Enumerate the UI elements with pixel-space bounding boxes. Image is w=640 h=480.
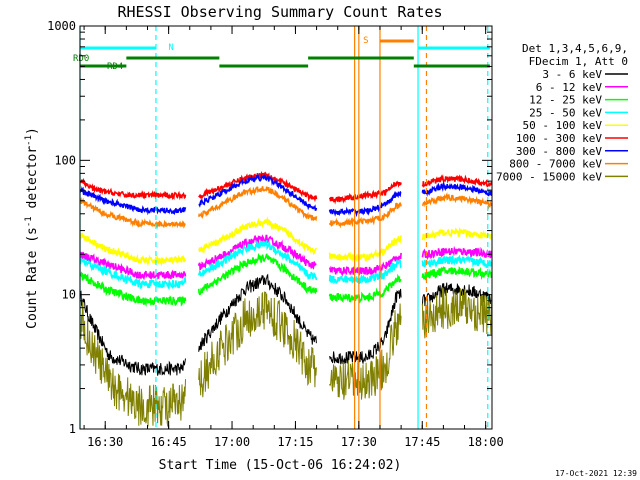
flag-label-s: S <box>363 36 368 46</box>
legend-label-3: 25 - 50 keV <box>529 106 602 119</box>
legend-label-4: 50 - 100 keV <box>523 119 603 132</box>
y-tick-label-2: 100 <box>54 153 76 167</box>
series-line-8 <box>80 287 492 427</box>
x-tick-label-0: 16:30 <box>87 435 123 449</box>
series-line-6 <box>80 173 492 218</box>
legend-header-1: FDecim 1, Att 0 <box>529 55 628 68</box>
plot-frame <box>79 25 493 430</box>
x-tick-label-5: 17:45 <box>404 435 440 449</box>
y-tick-label-0: 1 <box>69 422 76 436</box>
series-line-0 <box>80 273 492 376</box>
flag-label-rd4: RD4 <box>107 62 123 72</box>
series-line-7 <box>80 186 492 230</box>
legend-label-0: 3 - 6 keV <box>542 68 602 81</box>
y-axis-label: Count Rate (s-1 detector-1) <box>24 127 40 329</box>
legend: Det 1,3,4,5,6,9,FDecim 1, Att 03 - 6 keV… <box>496 42 628 183</box>
x-tick-label-4: 17:30 <box>341 435 377 449</box>
flag-label-n: N <box>168 43 173 53</box>
x-tick-label-1: 16:45 <box>151 435 187 449</box>
y-tick-label-3: 1000 <box>47 19 76 33</box>
x-tick-label-2: 17:00 <box>214 435 250 449</box>
chart-title: RHESSI Observing Summary Count Rates <box>117 3 442 21</box>
series-line-2 <box>80 252 492 307</box>
legend-label-2: 12 - 25 keV <box>529 94 602 107</box>
legend-label-5: 100 - 300 keV <box>516 132 602 145</box>
legend-label-7: 800 - 7000 keV <box>509 158 602 171</box>
flag-label-rd0: RD0 <box>73 54 89 64</box>
plot-area: N S RD0 RD4 1 10 100 1000 16:30 16:45 17:00 17:15 17… <box>47 19 504 449</box>
legend-header-0: Det 1,3,4,5,6,9, <box>522 42 628 55</box>
series-line-5 <box>80 170 492 205</box>
legend-label-6: 300 - 800 keV <box>516 145 602 158</box>
x-tick-label-3: 17:15 <box>277 435 313 449</box>
y-tick-label-1: 10 <box>62 288 76 302</box>
series-line-3 <box>80 239 492 291</box>
series-group <box>80 170 492 427</box>
x-tick-label-6: 18:00 <box>468 435 504 449</box>
series-line-1 <box>80 234 492 281</box>
render-timestamp: 17-Oct-2021 12:39 <box>555 469 637 478</box>
legend-label-8: 7000 - 15000 keV <box>496 170 602 183</box>
legend-label-1: 6 - 12 keV <box>536 81 603 94</box>
series-line-4 <box>80 216 492 267</box>
x-axis-label: Start Time (15-Oct-06 16:24:02) <box>159 458 402 473</box>
